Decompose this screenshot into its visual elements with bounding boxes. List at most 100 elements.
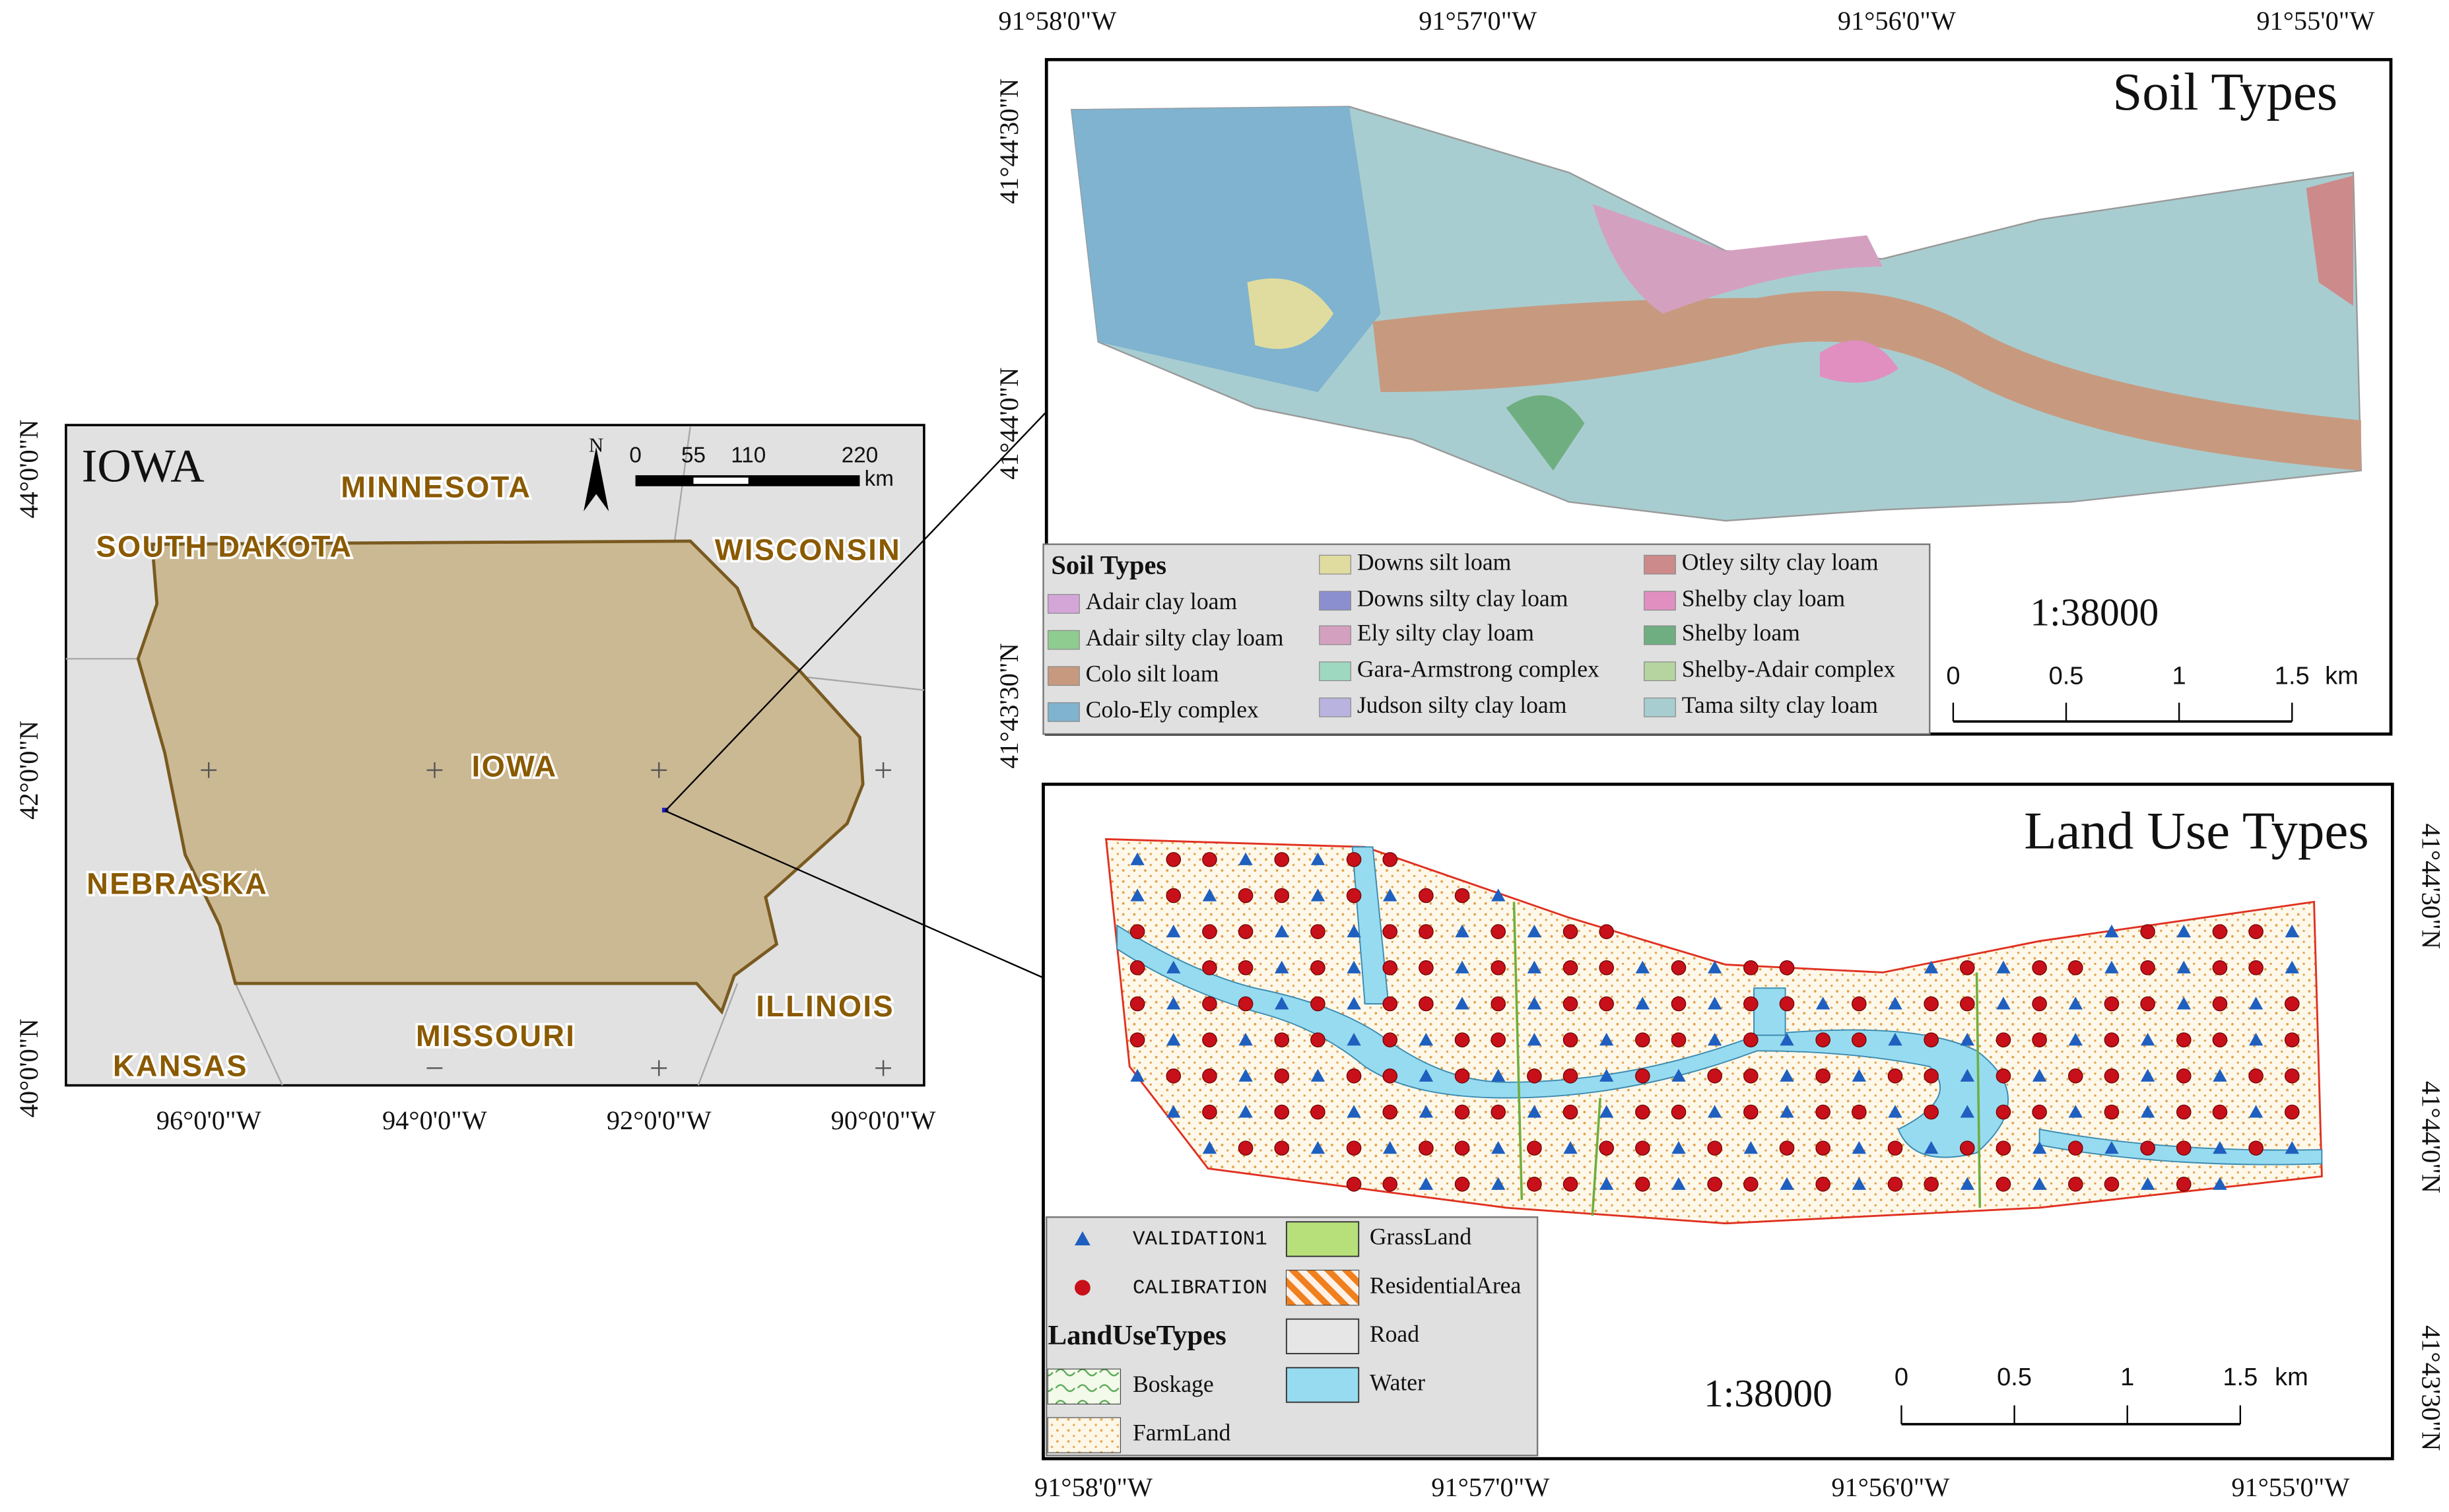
y-coord-label: 41°44'30"N [2417, 824, 2446, 949]
validation-point [1347, 1105, 1361, 1118]
legend-swatch [1644, 625, 1676, 645]
validation-point [2176, 997, 2191, 1010]
legend-swatch [1644, 661, 1676, 682]
validation-point [1780, 1032, 1794, 1046]
validation-point [1130, 852, 1145, 865]
legend-swatch [1319, 591, 1351, 611]
validation-point [2248, 1105, 2264, 1118]
calibration-point [1996, 1177, 2011, 1192]
legend-label: FarmLand [1133, 1420, 1231, 1446]
scale-label: 220 [842, 443, 879, 467]
validation-point [2104, 960, 2119, 973]
calibration-point [1671, 1104, 1687, 1120]
legend-label: Tama silty clay loam [1682, 692, 1879, 718]
legend-label: Colo-Ely complex [1086, 696, 1259, 723]
x-coord-label: 91°55'0"W [2231, 1472, 2350, 1502]
calibration-point [1635, 1068, 1650, 1084]
scale-label: 1 [2172, 663, 2186, 690]
calibration-point [1238, 996, 1254, 1012]
validation-point [1419, 1032, 1434, 1046]
calibration-point [1707, 1068, 1722, 1084]
north-arrow [584, 447, 609, 511]
legend-label: Shelby-Adair complex [1682, 655, 1896, 682]
calibration-point [1815, 1068, 1830, 1084]
validation-point [2213, 1140, 2227, 1154]
calibration-point [1924, 1104, 1939, 1120]
validation-point [1166, 924, 1181, 938]
calibration-point [2176, 1177, 2192, 1192]
calibration-point [1491, 960, 1506, 975]
y-coord-label: 44°0'0"N [14, 420, 44, 519]
validation-point [1671, 1140, 1686, 1154]
calibration-point [2176, 1068, 2192, 1084]
calibration-point [1996, 1068, 2011, 1084]
legend-label: Road [1370, 1321, 1419, 1347]
calibration-point [2140, 924, 2155, 939]
validation-point [1275, 997, 1289, 1010]
validation-point [1996, 997, 2011, 1010]
calibration-point [1924, 996, 1939, 1012]
legend-swatch [1644, 591, 1676, 611]
soil-unit [1372, 290, 2361, 471]
validation-point [2104, 1140, 2119, 1154]
calibration-point [1454, 1104, 1470, 1120]
validation-point [1599, 1177, 1614, 1190]
calibration-point [1924, 1177, 1939, 1192]
calibration-point [1599, 924, 1614, 939]
scale-label: 1.5 [2275, 663, 2310, 690]
validation-point [1238, 1105, 1253, 1118]
calibration-point [1491, 924, 1506, 939]
calibration-point [1491, 1032, 1506, 1047]
calibration-point [1274, 888, 1290, 904]
validation-point [2285, 924, 2299, 938]
validation-point [1996, 960, 2011, 973]
calibration-point [1635, 1104, 1650, 1120]
validation-point [1780, 1068, 1794, 1082]
validation-point [2068, 1105, 2083, 1118]
validation-point [2068, 1032, 2083, 1046]
legend-swatch [1075, 1231, 1090, 1245]
calibration-point [1202, 924, 1217, 939]
legend-label: GrassLand [1370, 1224, 1472, 1250]
calibration-point [1887, 1177, 1903, 1192]
validation-point [1202, 888, 1217, 902]
validation-point [1202, 1140, 1217, 1154]
legend-label: Judson silty clay loam [1357, 692, 1567, 718]
validation-point [2248, 1032, 2264, 1046]
scale-label: 0.5 [2049, 663, 2084, 690]
calibration-point [2104, 1104, 2120, 1120]
calibration-point [2067, 1177, 2083, 1192]
calibration-point [1274, 1140, 1290, 1156]
state-label: ILLINOIS [756, 989, 894, 1023]
calibration-point [1454, 1140, 1470, 1156]
calibration-point [1166, 888, 1182, 904]
calibration-point [1310, 960, 1325, 975]
legend-swatch [1048, 702, 1080, 722]
validation-point [1310, 1140, 1325, 1154]
validation-point [2032, 1068, 2047, 1082]
x-coord-label: 96°0'0"W [156, 1105, 262, 1135]
calibration-point [2067, 960, 2083, 975]
calibration-point [1238, 924, 1254, 939]
calibration-point [1960, 1140, 1975, 1156]
validation-point [2140, 1032, 2155, 1046]
y-coord-label: 41°44'0"N [2417, 1081, 2446, 1193]
validation-point [1310, 888, 1325, 902]
calibration-point [1599, 960, 1614, 975]
validation-point [1491, 1177, 1506, 1190]
legend-swatch [1048, 594, 1080, 614]
validation-point [1527, 997, 1542, 1010]
calibration-point [2067, 1068, 2083, 1084]
validation-point [2068, 997, 2083, 1010]
calibration-point [2104, 1068, 2120, 1084]
state-label: MINNESOTA [341, 470, 531, 504]
x-coord-label: 91°56'0"W [1838, 6, 1957, 36]
calibration-point [1166, 1068, 1182, 1084]
calibration-point [2212, 1032, 2228, 1047]
x-coord-label: 94°0'0"W [382, 1105, 488, 1135]
calibration-point [1599, 996, 1614, 1012]
validation-point [1960, 1105, 1974, 1118]
iowa-map [65, 424, 925, 1087]
validation-point [1527, 1032, 1542, 1046]
